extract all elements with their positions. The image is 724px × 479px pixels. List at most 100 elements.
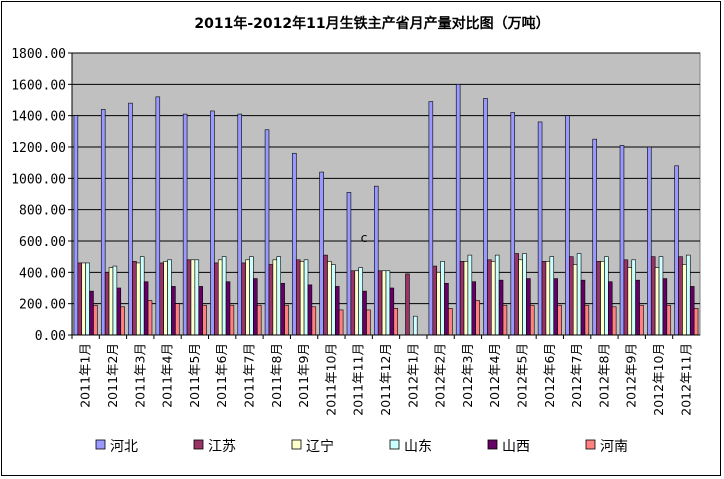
bar (678, 256, 683, 336)
bar (175, 303, 180, 336)
bar (405, 273, 410, 336)
bar (299, 261, 305, 336)
bar (128, 102, 133, 336)
bar (120, 306, 125, 336)
bar (674, 165, 679, 336)
bar (436, 272, 441, 336)
bar (190, 259, 196, 336)
bar (221, 256, 227, 336)
bar (295, 259, 301, 336)
bar (569, 256, 574, 336)
bar (413, 315, 418, 336)
bar (650, 256, 656, 336)
x-tick-label: 2011年8月 (269, 343, 284, 408)
bar (686, 254, 691, 336)
bar (596, 261, 601, 336)
bar (639, 304, 644, 336)
x-tick-label: 2012年7月 (569, 343, 584, 408)
annotations: c (361, 230, 368, 245)
bar (608, 281, 613, 336)
legend-label: 山东 (404, 439, 432, 455)
x-tick-label: 2012年10月 (651, 343, 666, 416)
bar (89, 290, 94, 336)
bar (471, 281, 477, 336)
bar (217, 259, 223, 336)
legend-label: 江苏 (208, 439, 236, 455)
x-tick-label: 2011年3月 (132, 343, 147, 408)
bar (346, 192, 352, 336)
bar (237, 113, 242, 336)
bars (73, 84, 699, 336)
bar (214, 262, 219, 336)
bar (249, 256, 254, 336)
y-tick-label: 1000.00 (11, 172, 66, 187)
bar (487, 259, 492, 336)
y-tick-label: 800.00 (19, 204, 66, 219)
bar (81, 262, 86, 336)
x-tick-label: 2011年2月 (105, 343, 120, 408)
legend-swatch (291, 439, 302, 450)
bar (303, 259, 309, 336)
y-tick-label: 1800.00 (11, 47, 66, 62)
bar (580, 279, 586, 336)
bar (647, 146, 652, 336)
bar (654, 267, 660, 336)
legend-swatch (585, 439, 596, 450)
x-tick-label: 2011年9月 (296, 343, 311, 408)
bar (171, 286, 176, 336)
bar (284, 304, 289, 336)
bar (475, 300, 480, 336)
bar (510, 112, 516, 336)
bar (241, 262, 246, 336)
bar (459, 261, 465, 336)
bar (182, 113, 188, 336)
bar (576, 253, 582, 336)
x-tick-label: 2011年5月 (187, 343, 202, 408)
bar (385, 270, 391, 336)
y-tick-label: 1600.00 (11, 78, 66, 93)
axes (71, 53, 700, 336)
y-tick-label: 400.00 (19, 266, 66, 281)
x-tick-label: 2011年6月 (214, 343, 229, 408)
bar (143, 281, 149, 336)
bar (619, 145, 625, 336)
bar (526, 278, 531, 336)
bar (163, 261, 168, 336)
bar (264, 129, 270, 336)
legend-label: 河南 (600, 439, 628, 455)
bar (373, 185, 379, 336)
y-tick-label: 200.00 (19, 298, 66, 313)
bar (280, 282, 285, 336)
x-tick-label: 2012年6月 (542, 343, 557, 408)
bar (541, 261, 547, 336)
bar (354, 270, 359, 336)
bar (256, 304, 262, 336)
bar (440, 261, 445, 336)
y-tick-label: 1200.00 (11, 141, 66, 156)
bar (311, 306, 317, 336)
x-tick-label: 2012年4月 (487, 343, 502, 408)
bar (253, 278, 258, 336)
x-tick-label: 2012年5月 (515, 343, 530, 408)
bar (319, 171, 324, 336)
bar (334, 286, 340, 336)
bar (377, 270, 383, 336)
bar (432, 265, 438, 336)
bar (100, 109, 106, 336)
chart-title: 2011年-2012年11月生铁主产省月产量对比图（万吨） (194, 15, 549, 32)
bar (194, 259, 200, 336)
x-axis-ticks: 2011年1月 2011年2月 2011年3月 2011年4月 2011年5月 2011年… (71, 335, 693, 416)
bar (604, 256, 609, 336)
bar (565, 115, 570, 336)
bar (502, 304, 508, 336)
bar (631, 259, 636, 336)
x-tick-label: 2012年9月 (624, 343, 639, 408)
bar (584, 304, 590, 336)
bar (77, 262, 83, 336)
bar (389, 287, 395, 336)
bar (444, 282, 449, 336)
bar (428, 101, 434, 336)
bar (245, 259, 250, 336)
bar (323, 254, 328, 336)
bar (186, 259, 192, 336)
